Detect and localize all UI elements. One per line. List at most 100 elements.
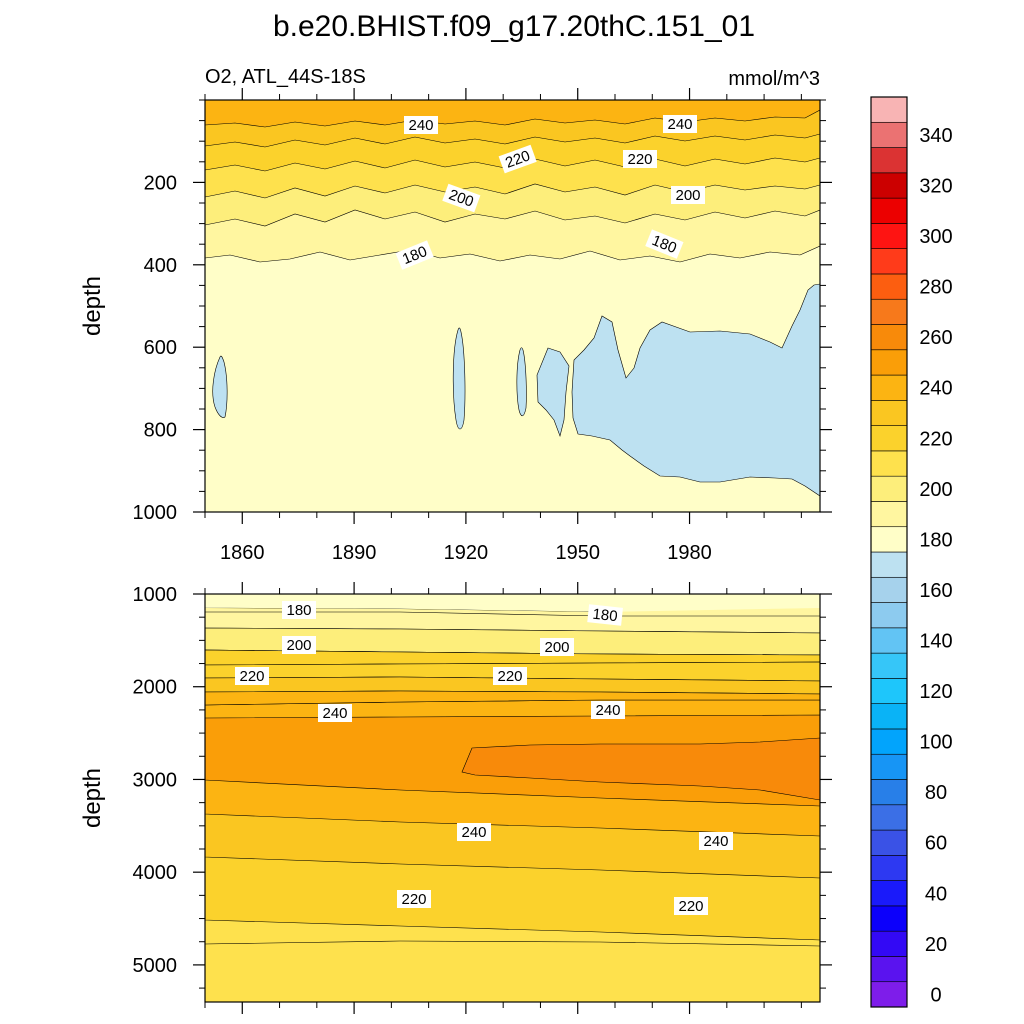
chart-title: b.e20.BHIST.f09_g17.20thC.151_01: [273, 10, 755, 43]
lower-plot-area: [205, 594, 820, 1002]
colorbar-tick-label: 100: [919, 732, 952, 754]
colorbar-box: [870, 374, 908, 401]
fill-160-170-patch: [516, 347, 527, 417]
colorbar-box: [870, 678, 908, 704]
colorbar-tick-label: 120: [919, 681, 952, 703]
upper-axes: 1860 1890 1920 1950 1980 200 400 600 800 1000: [133, 88, 832, 564]
contour-label: 200: [286, 637, 311, 654]
y-tick-label: 4000: [133, 862, 178, 884]
colorbar-tick-label: 200: [919, 479, 952, 501]
x-tick-label: 1890: [332, 542, 377, 564]
contour-label: 240: [408, 117, 433, 134]
colorbar-box: [870, 501, 908, 528]
colorbar-frame: [870, 96, 908, 1008]
colorbar-box: [870, 349, 908, 376]
upper-contour-labels: 240 240 220 220 200 200 180 180: [395, 115, 705, 270]
colorbar-box: [870, 273, 908, 300]
contour-label: 240: [595, 702, 620, 719]
colorbar-tick-label: 300: [919, 226, 952, 248]
contour-label: 180: [592, 606, 619, 626]
colorbar-box: [870, 425, 908, 452]
y-tick-label: 800: [144, 420, 177, 442]
contour-label: 220: [239, 668, 264, 685]
variable-label: O2, ATL_44S-18S: [205, 66, 366, 88]
colorbar-tick-label: 240: [919, 378, 952, 400]
contour-label: 220: [497, 668, 522, 685]
y-tick-label: 600: [144, 337, 177, 359]
fill-190-200: [205, 608, 820, 616]
lower-y-axis-label: depth: [79, 768, 106, 828]
colorbar-tick-label: 20: [925, 934, 947, 956]
colorbar-box: [870, 905, 908, 932]
colorbar-box: [870, 475, 908, 502]
y-tick-label: 3000: [133, 769, 178, 791]
contour-label: 240: [461, 824, 486, 841]
contour-label: 200: [544, 639, 569, 656]
upper-panel: 240 240 220 220 200 200 180 180 1860 1890…: [79, 88, 832, 564]
colorbar-tick-label: 340: [919, 125, 952, 147]
contour-label: 220: [401, 891, 426, 908]
colorbar-box: [870, 121, 908, 148]
fill-240-250-band: [205, 690, 820, 706]
colorbar-box: [870, 627, 908, 654]
fill-160-170-region: [571, 283, 820, 497]
x-tick-label: 1950: [555, 542, 600, 564]
colorbar-box: [870, 400, 908, 426]
units-label: mmol/m^3: [728, 68, 820, 90]
colorbar-tick-label: 260: [919, 327, 952, 349]
colorbar: 0 20 40 60 80 100 120 140 160 180 200 220 240 260 280 3…: [870, 96, 953, 1008]
y-tick-label: 400: [144, 255, 177, 277]
colorbar-box: [870, 147, 908, 174]
x-tick-label: 1920: [444, 542, 489, 564]
colorbar-box: [870, 981, 908, 1008]
colorbar-box: [870, 728, 908, 755]
colorbar-box: [870, 753, 908, 780]
contour-label: 220: [627, 151, 652, 168]
fill-210-220-bottom: [205, 940, 820, 1002]
colorbar-box: [870, 804, 908, 831]
lower-plot-frame: [204, 593, 821, 1003]
colorbar-box: [870, 602, 908, 629]
colorbar-box: [870, 880, 908, 907]
colorbar-tick-label: 160: [919, 580, 952, 602]
contour-label: 240: [667, 116, 692, 133]
colorbar-box: [870, 956, 908, 983]
colorbar-box: [870, 551, 908, 578]
colorbar-box: [870, 855, 908, 881]
y-tick-label: 5000: [133, 955, 178, 977]
y-tick-label: 1000: [133, 584, 178, 606]
colorbar-box: [870, 324, 908, 351]
fill-260-270-region: [461, 737, 820, 801]
colorbar-box: [870, 223, 908, 249]
colorbar-box: [870, 298, 908, 325]
colorbar-tick-label: 220: [919, 428, 952, 450]
x-tick-label: 1860: [220, 542, 265, 564]
colorbar-box: [870, 526, 908, 553]
contour-label: 180: [286, 602, 311, 619]
colorbar-box: [870, 450, 908, 477]
colorbar-box: [870, 576, 908, 603]
colorbar-box: [870, 829, 908, 856]
colorbar-tick-label: 320: [919, 175, 952, 197]
lower-axes: 1000 2000 3000 4000 5000: [133, 582, 832, 1014]
x-tick-label: 1980: [667, 542, 712, 564]
colorbar-box: [870, 197, 908, 224]
lower-contour-labels: 180 180 200 200 220 220 240 240 240 240 …: [235, 601, 733, 915]
colorbar-box: [870, 703, 908, 730]
fill-160-170-patch: [536, 347, 570, 438]
lower-panel: 180 180 200 200 220 220 240 240 240 240 …: [79, 582, 832, 1014]
contour-label: 220: [678, 898, 703, 915]
y-tick-label: 200: [144, 172, 177, 194]
colorbar-box: [870, 930, 908, 957]
colorbar-tick-label: 140: [919, 630, 952, 652]
colorbar-tick-label: 40: [925, 883, 947, 905]
contour-label: 240: [703, 833, 728, 850]
upper-y-axis-label: depth: [79, 276, 106, 336]
y-tick-label: 2000: [133, 677, 178, 699]
colorbar-tick-label: 180: [919, 529, 952, 551]
fill-240-250: [205, 100, 820, 128]
colorbar-tick-label: 0: [930, 984, 941, 1006]
colorbar-box: [870, 96, 908, 123]
colorbar-tick-label: 80: [925, 782, 947, 804]
